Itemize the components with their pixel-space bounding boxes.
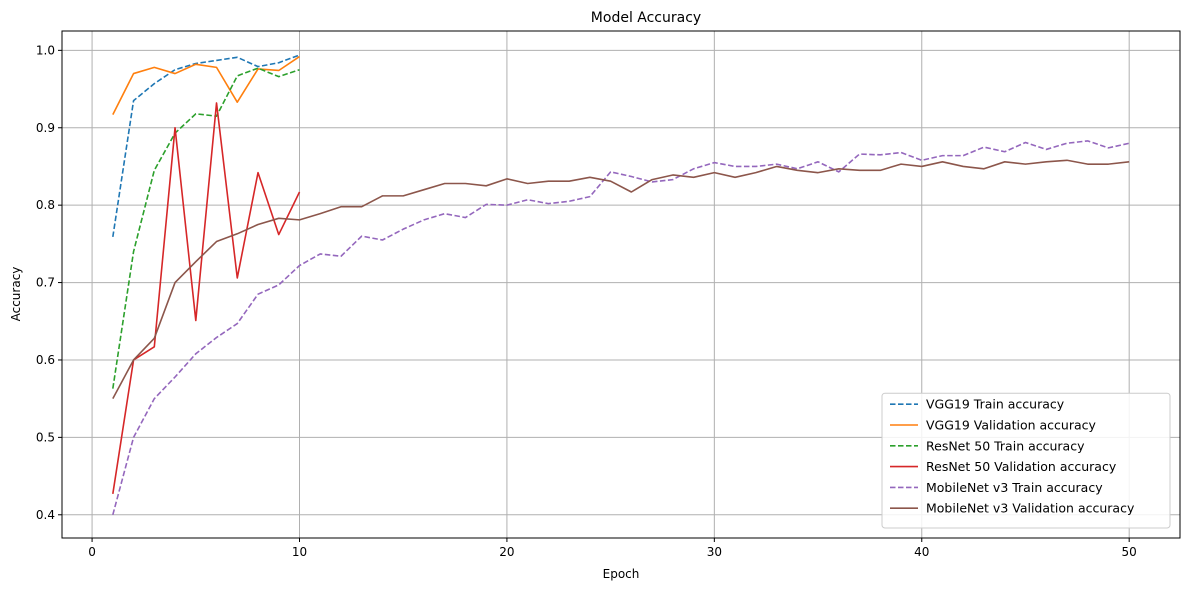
legend-box (881, 392, 1171, 529)
y-tick-label: 0.6 (36, 353, 55, 367)
y-axis-label: Accuracy (9, 267, 23, 322)
legend-entry: VGG19 Validation accuracy (926, 418, 1097, 433)
x-tick-label: 30 (707, 545, 722, 559)
series-line-3 (112, 67, 300, 389)
x-axis: 0 10 20 30 40 50 (88, 538, 1137, 559)
x-tick-label: 0 (88, 545, 96, 559)
legend-entry: MobileNet v3 Train accuracy (926, 480, 1103, 495)
legend-entry: VGG19 Train accuracy (926, 397, 1065, 412)
legend-entry: ResNet 50 Validation accuracy (926, 459, 1117, 474)
y-tick-label: 1.0 (36, 43, 55, 57)
series-line-4 (112, 102, 301, 495)
y-axis: 0.4 0.5 0.6 0.7 0.8 0.9 1.0 (36, 43, 62, 522)
legend-entry: MobileNet v3 Validation accuracy (926, 501, 1135, 516)
y-tick-label: 0.9 (36, 121, 55, 135)
legend-entry: ResNet 50 Train accuracy (926, 438, 1085, 453)
series-line-6 (112, 159, 1130, 400)
legend: VGG19 Train accuracy VGG19 Validation acc… (881, 392, 1171, 529)
x-tick-label: 20 (499, 545, 514, 559)
plot-frame (61, 30, 1181, 539)
y-tick-label: 0.7 (36, 276, 55, 290)
series-layer (112, 54, 1130, 515)
x-tick-label: 50 (1122, 545, 1137, 559)
y-tick-label: 0.4 (36, 508, 55, 522)
x-tick-label: 40 (914, 545, 929, 559)
y-tick-label: 0.8 (36, 198, 55, 212)
series-line-5 (112, 140, 1130, 515)
x-tick-label: 10 (292, 545, 307, 559)
grid (62, 31, 1180, 538)
x-axis-label: Epoch (603, 567, 640, 581)
series-line-2 (112, 55, 300, 115)
chart-title: Model Accuracy (591, 10, 701, 26)
y-tick-label: 0.5 (36, 430, 55, 444)
